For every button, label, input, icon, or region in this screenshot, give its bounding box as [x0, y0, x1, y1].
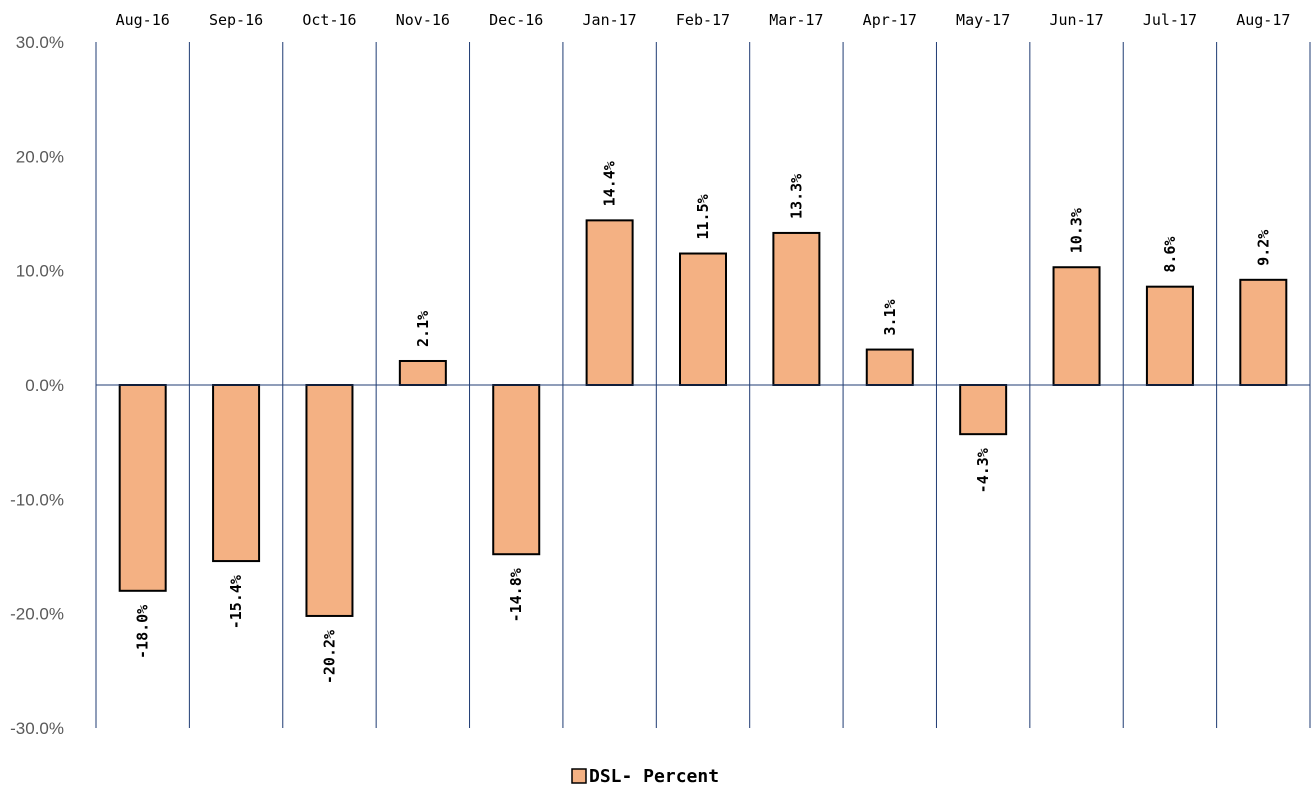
category-label: Jun-17 — [1049, 11, 1103, 29]
data-label: -20.2% — [320, 630, 338, 684]
bar — [1052, 266, 1101, 386]
y-tick-label: 10.0% — [16, 262, 64, 281]
y-tick-label: 0.0% — [25, 376, 64, 395]
category-label: Aug-17 — [1236, 11, 1290, 29]
category-label: May-17 — [956, 11, 1010, 29]
data-labels: -18.0% -15.4% -20.2% 2.1% -14.8% 14.4% 11.5% 13… — [134, 161, 1273, 684]
category-labels: Aug-16 Sep-16 Oct-16 Nov-16 Dec-16 Jan-17 Feb-… — [116, 11, 1291, 29]
bar — [212, 384, 261, 563]
bar — [1145, 285, 1194, 387]
data-label: 14.4% — [601, 161, 619, 206]
bar — [398, 359, 447, 386]
category-label: Jul-17 — [1143, 11, 1197, 29]
data-label: 10.3% — [1068, 208, 1086, 253]
category-label: Nov-16 — [396, 11, 450, 29]
category-label: Sep-16 — [209, 11, 263, 29]
bar — [679, 252, 727, 386]
category-label: Feb-17 — [676, 11, 730, 29]
legend: DSL- Percent — [571, 766, 719, 787]
data-label: -4.3% — [974, 448, 992, 493]
y-tick-label: -20.0% — [10, 605, 64, 624]
y-tick-label: -10.0% — [10, 490, 64, 509]
category-label: Dec-16 — [489, 11, 543, 29]
data-label: 11.5% — [694, 194, 712, 239]
category-label: Jan-17 — [583, 11, 637, 29]
category-label: Oct-16 — [302, 11, 356, 29]
data-label: -15.4% — [227, 575, 245, 629]
legend-label: DSL- Percent — [589, 766, 719, 787]
data-label: 8.6% — [1161, 237, 1179, 273]
bars — [118, 219, 1288, 617]
y-tick-label: -30.0% — [10, 719, 64, 738]
bar — [492, 384, 541, 556]
bar — [865, 348, 914, 387]
category-label: Aug-16 — [116, 11, 170, 29]
bar — [585, 219, 634, 386]
data-label: -18.0% — [134, 605, 152, 659]
y-axis-tick-labels: 30.0% 20.0% 10.0% 0.0% -10.0% -20.0% -30.0% — [10, 33, 64, 738]
legend-swatch — [571, 768, 587, 784]
bar — [118, 384, 167, 592]
data-label: 9.2% — [1254, 230, 1272, 266]
data-label: 3.1% — [881, 299, 899, 335]
y-tick-label: 30.0% — [16, 33, 64, 52]
bar — [772, 231, 821, 386]
y-tick-label: 20.0% — [16, 147, 64, 166]
category-label: Mar-17 — [769, 11, 823, 29]
data-label: 13.3% — [787, 174, 805, 219]
category-label: Apr-17 — [863, 11, 917, 29]
data-label: 2.1% — [414, 311, 432, 347]
bar — [305, 384, 354, 617]
bar — [1239, 278, 1288, 386]
data-label: -14.8% — [507, 568, 525, 622]
bar — [959, 384, 1008, 436]
